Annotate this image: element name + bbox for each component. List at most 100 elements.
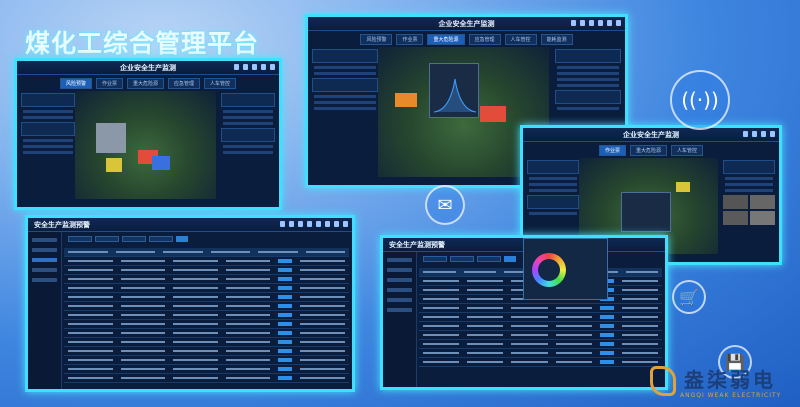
table-row[interactable]	[419, 322, 662, 331]
table-cell	[300, 350, 345, 352]
table-row[interactable]	[419, 349, 662, 358]
mail-icon: ✉	[425, 185, 465, 225]
table-cell	[599, 360, 614, 364]
table-row[interactable]	[64, 338, 349, 347]
right-sidebar	[553, 47, 623, 179]
table-cell	[555, 352, 592, 354]
table-row[interactable]	[64, 311, 349, 320]
table-cell	[555, 343, 592, 345]
table-row[interactable]	[64, 284, 349, 293]
table-cell	[599, 315, 614, 319]
table-cell	[120, 305, 166, 307]
table-row[interactable]	[64, 347, 349, 356]
tab[interactable]: 重大危险源	[629, 145, 667, 156]
filter-bar[interactable]	[28, 232, 352, 246]
table-cell	[68, 359, 113, 361]
table-cell	[300, 260, 345, 262]
table-cell	[173, 287, 218, 289]
tab[interactable]: 人车管控	[671, 145, 704, 156]
table-row[interactable]	[64, 320, 349, 329]
table-cell	[68, 269, 113, 271]
table-cell	[225, 296, 271, 298]
table-row[interactable]	[64, 266, 349, 275]
table-row[interactable]	[419, 331, 662, 340]
table-cell	[511, 334, 548, 336]
table-cell	[621, 316, 659, 318]
table-cell	[173, 377, 218, 379]
table-cell	[621, 325, 659, 327]
table-row[interactable]	[419, 304, 662, 313]
tab[interactable]: 能耗监测	[540, 34, 573, 45]
tab-bar: 作业票 重大危险源 人车管控	[523, 142, 779, 159]
table-row[interactable]	[64, 329, 349, 338]
left-sidebar	[310, 47, 380, 179]
table-cell	[504, 271, 537, 273]
tab[interactable]: 风险预警	[360, 34, 393, 45]
table-cell	[173, 368, 218, 370]
tab[interactable]: 作业票	[598, 145, 626, 156]
table-cell	[68, 251, 108, 253]
plant-3d-view[interactable]	[74, 91, 217, 199]
table-cell	[555, 361, 592, 363]
table-cell	[463, 271, 496, 273]
table-row[interactable]	[64, 293, 349, 302]
tab[interactable]: 作业票	[95, 78, 123, 89]
tab[interactable]: 应急管理	[168, 78, 201, 89]
table-cell	[225, 287, 271, 289]
table-cell	[225, 305, 271, 307]
table-cell	[225, 377, 271, 379]
table-cell	[423, 298, 460, 300]
table-row[interactable]	[64, 275, 349, 284]
table-cell	[173, 305, 218, 307]
table-header	[64, 248, 349, 257]
tab[interactable]: 应急管理	[468, 34, 501, 45]
table-row[interactable]	[419, 340, 662, 349]
table-cell	[68, 341, 113, 343]
table-cell	[300, 359, 345, 361]
table-row[interactable]	[64, 302, 349, 311]
table-cell	[467, 325, 504, 327]
headline: 煤化工综合管理平台	[25, 29, 260, 58]
camera-grid[interactable]	[722, 195, 775, 225]
left-sidebar	[19, 91, 77, 201]
chart-popup	[429, 62, 480, 118]
tab[interactable]: 重大危险源	[427, 34, 465, 45]
tab[interactable]: 人车管控	[504, 34, 537, 45]
table-cell	[278, 268, 293, 272]
table-row[interactable]	[64, 356, 349, 365]
table-cell	[278, 295, 293, 299]
table-cell	[423, 325, 460, 327]
table-cell	[467, 316, 504, 318]
table-cell	[467, 307, 504, 309]
table-cell	[225, 269, 271, 271]
tab[interactable]: 作业票	[396, 34, 424, 45]
table-cell	[467, 280, 504, 282]
table-cell	[511, 361, 548, 363]
table-row[interactable]	[64, 374, 349, 383]
table-cell	[511, 325, 548, 327]
table-row[interactable]	[64, 365, 349, 374]
tab[interactable]: 人车管控	[204, 78, 237, 89]
filter-bar[interactable]	[383, 252, 665, 266]
nav-sidebar[interactable]	[28, 232, 62, 389]
nav-sidebar[interactable]	[383, 252, 417, 387]
table-cell	[278, 376, 293, 380]
table-cell	[625, 271, 658, 273]
table-cell	[278, 259, 293, 263]
table-cell	[511, 352, 548, 354]
table-cell	[173, 278, 218, 280]
table-row[interactable]	[419, 313, 662, 322]
table-cell	[120, 260, 166, 262]
table-cell	[225, 323, 271, 325]
table-cell	[173, 314, 218, 316]
table-cell	[120, 341, 166, 343]
donut-chart	[532, 253, 566, 287]
tab[interactable]: 风险预警	[59, 78, 92, 89]
table-cell	[300, 287, 345, 289]
table-cell	[467, 334, 504, 336]
left-sidebar	[525, 158, 581, 256]
table-row[interactable]	[64, 257, 349, 266]
tab[interactable]: 重大危险源	[126, 78, 164, 89]
table-cell	[423, 352, 460, 354]
table-row[interactable]	[419, 358, 662, 367]
